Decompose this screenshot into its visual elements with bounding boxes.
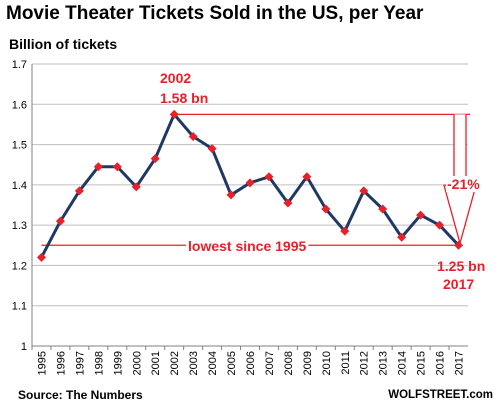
lowest-since-annotation: lowest since 1995 xyxy=(188,238,307,254)
data-point xyxy=(226,190,236,200)
markers xyxy=(36,109,464,262)
end-value-annotation: 1.25 bn xyxy=(437,258,485,274)
end-year-annotation: 2017 xyxy=(443,276,474,292)
x-tick-label: 2014 xyxy=(397,351,409,375)
x-tick-label: 2000 xyxy=(131,351,143,375)
x-tick-label: 2006 xyxy=(245,351,257,375)
x-tick-label: 1997 xyxy=(74,351,86,375)
data-point xyxy=(93,162,103,172)
y-tick-label: 1.3 xyxy=(12,220,27,232)
data-point xyxy=(397,232,407,242)
x-tick-label: 2011 xyxy=(340,351,352,375)
data-point xyxy=(359,186,369,196)
source-note: Source: The Numbers xyxy=(18,388,143,402)
data-point xyxy=(340,226,350,236)
data-point xyxy=(36,252,46,262)
y-tick-label: 1.5 xyxy=(12,140,27,152)
data-point xyxy=(245,178,255,188)
data-point xyxy=(74,186,84,196)
x-tick-label: 1996 xyxy=(55,351,67,375)
peak-value-annotation: 1.58 bn xyxy=(160,90,208,106)
x-tick-label: 1999 xyxy=(112,351,124,375)
x-tick-label: 2010 xyxy=(321,351,333,375)
gridlines xyxy=(31,63,468,347)
x-tick-label: 1998 xyxy=(93,351,105,375)
y-axis-label: Billion of tickets xyxy=(9,36,118,52)
y-tick-label: 1 xyxy=(21,341,27,353)
x-tick-label: 2008 xyxy=(283,351,295,375)
y-tick-label: 1.1 xyxy=(12,301,27,313)
annotation-text: 2002 1.58 bn lowest since 1995 1.25 bn 2… xyxy=(160,70,485,292)
x-tick-label: 2005 xyxy=(226,351,238,375)
chart-title: Movie Theater Tickets Sold in the US, pe… xyxy=(6,3,424,24)
y-tick-label: 1.6 xyxy=(12,99,27,111)
data-point xyxy=(302,172,312,182)
x-tick-label: 2003 xyxy=(188,351,200,375)
data-point xyxy=(131,182,141,192)
x-tick-label: 1995 xyxy=(36,351,48,375)
y-tick-label: 1.2 xyxy=(12,260,27,272)
data-point xyxy=(264,172,274,182)
data-point xyxy=(188,132,198,142)
peak-year-annotation: 2002 xyxy=(160,70,191,86)
data-point xyxy=(112,162,122,172)
y-tick-labels: 1 1.1 1.2 1.3 1.4 1.5 1.6 1.7 xyxy=(12,59,27,353)
y-tick-label: 1.4 xyxy=(12,180,27,192)
x-tick-label: 2002 xyxy=(169,351,181,375)
brand-label: WOLFSTREET.com xyxy=(388,389,493,401)
x-tick-label: 2004 xyxy=(207,351,219,375)
x-tick-label: 2015 xyxy=(416,351,428,375)
data-point xyxy=(378,204,388,214)
change-annotation: -21% xyxy=(447,176,480,192)
data-point xyxy=(283,198,293,208)
data-point xyxy=(321,204,331,214)
label-backing xyxy=(186,238,309,254)
x-tick-label: 2001 xyxy=(150,351,162,375)
x-tick-label: 2013 xyxy=(378,351,390,375)
data-point xyxy=(416,210,426,220)
data-point xyxy=(150,154,160,164)
x-tick-label: 2009 xyxy=(302,351,314,375)
x-tick-label: 2007 xyxy=(264,351,276,375)
data-point xyxy=(454,240,464,250)
data-point xyxy=(207,144,217,154)
y-tick-label: 1.7 xyxy=(12,59,27,71)
x-tick-labels: 1995 1996 1997 1998 1999 2000 2001 2002 2003 2004… xyxy=(31,346,466,375)
data-point xyxy=(169,109,179,119)
data-point xyxy=(435,220,445,230)
x-tick-label: 2012 xyxy=(359,351,371,375)
label-backing xyxy=(446,176,482,192)
x-tick-label: 2017 xyxy=(454,351,466,375)
x-tick-label: 2016 xyxy=(435,351,447,375)
data-point xyxy=(55,216,65,226)
